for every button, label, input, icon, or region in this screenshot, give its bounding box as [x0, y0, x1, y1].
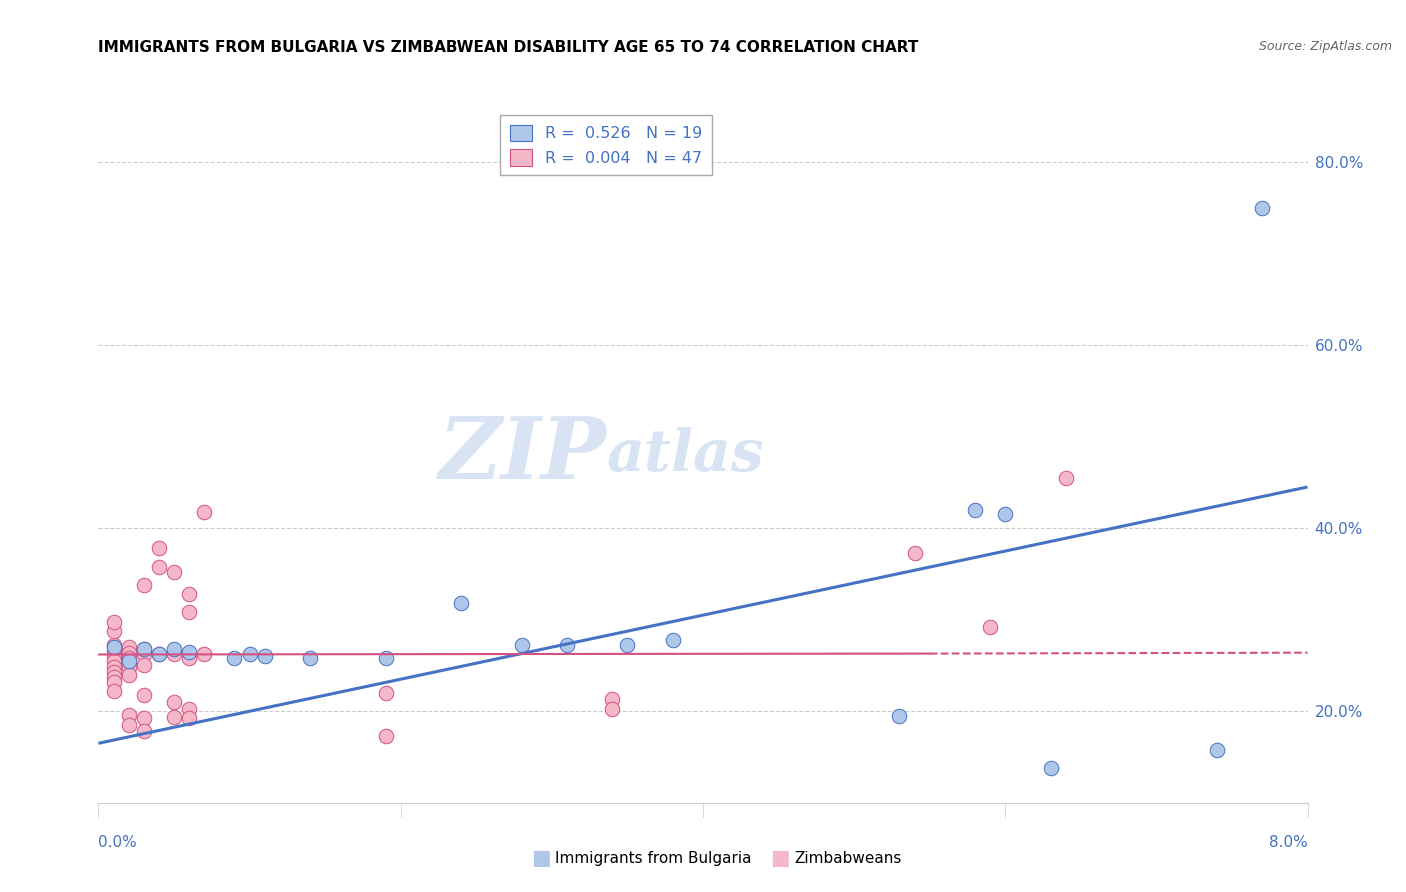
- Point: [979, 620, 1001, 634]
- Point: [118, 654, 141, 668]
- Point: [118, 667, 141, 681]
- Point: [132, 642, 155, 657]
- Point: [374, 729, 396, 743]
- Text: Source: ZipAtlas.com: Source: ZipAtlas.com: [1258, 40, 1392, 54]
- Point: [118, 655, 141, 669]
- Point: [602, 692, 624, 706]
- Point: [193, 505, 215, 519]
- Point: [224, 651, 246, 665]
- Point: [163, 695, 186, 709]
- Text: 8.0%: 8.0%: [1268, 836, 1308, 850]
- Point: [103, 660, 125, 674]
- Text: Immigrants from Bulgaria: Immigrants from Bulgaria: [555, 851, 752, 865]
- Point: [148, 647, 170, 661]
- Text: atlas: atlas: [606, 426, 763, 483]
- Point: [239, 648, 262, 662]
- Point: [510, 638, 533, 652]
- Point: [163, 642, 186, 657]
- Point: [965, 503, 987, 517]
- Text: 0.0%: 0.0%: [98, 836, 138, 850]
- Point: [374, 651, 396, 665]
- Point: [179, 702, 201, 716]
- Point: [163, 565, 186, 579]
- Point: [118, 660, 141, 674]
- Point: [904, 546, 927, 560]
- Point: [1054, 471, 1077, 485]
- Point: [103, 654, 125, 668]
- Text: ■: ■: [770, 848, 790, 868]
- Point: [132, 578, 155, 592]
- Point: [179, 606, 201, 620]
- Point: [118, 640, 141, 655]
- Point: [1206, 742, 1229, 756]
- Point: [103, 644, 125, 658]
- Legend: R =  0.526   N = 19, R =  0.004   N = 47: R = 0.526 N = 19, R = 0.004 N = 47: [501, 115, 711, 176]
- Point: [132, 658, 155, 673]
- Point: [889, 708, 911, 723]
- Point: [132, 724, 155, 739]
- Point: [555, 638, 578, 652]
- Point: [616, 638, 638, 652]
- Point: [103, 640, 125, 655]
- Point: [118, 707, 141, 722]
- Point: [148, 647, 170, 661]
- Point: [132, 688, 155, 702]
- Point: [179, 587, 201, 601]
- Point: [299, 651, 322, 665]
- Point: [193, 647, 215, 661]
- Point: [103, 638, 125, 652]
- Point: [253, 649, 276, 664]
- Text: IMMIGRANTS FROM BULGARIA VS ZIMBABWEAN DISABILITY AGE 65 TO 74 CORRELATION CHART: IMMIGRANTS FROM BULGARIA VS ZIMBABWEAN D…: [98, 40, 918, 55]
- Point: [163, 647, 186, 661]
- Point: [103, 675, 125, 690]
- Point: [103, 615, 125, 629]
- Point: [103, 684, 125, 698]
- Point: [602, 701, 624, 715]
- Point: [163, 710, 186, 724]
- Point: [132, 648, 155, 662]
- Point: [118, 718, 141, 732]
- Point: [1039, 761, 1062, 775]
- Point: [103, 665, 125, 679]
- Point: [118, 651, 141, 665]
- Point: [132, 642, 155, 657]
- Point: [103, 624, 125, 638]
- Point: [994, 508, 1017, 522]
- Point: [132, 711, 155, 725]
- Point: [148, 559, 170, 574]
- Point: [450, 596, 472, 610]
- Point: [103, 649, 125, 664]
- Point: [662, 632, 685, 647]
- Text: ZIP: ZIP: [439, 413, 606, 497]
- Text: ■: ■: [531, 848, 551, 868]
- Point: [179, 711, 201, 725]
- Point: [1251, 201, 1274, 215]
- Point: [118, 646, 141, 660]
- Point: [179, 645, 201, 659]
- Point: [103, 670, 125, 684]
- Text: Zimbabweans: Zimbabweans: [794, 851, 901, 865]
- Point: [148, 541, 170, 556]
- Point: [179, 651, 201, 665]
- Point: [374, 686, 396, 700]
